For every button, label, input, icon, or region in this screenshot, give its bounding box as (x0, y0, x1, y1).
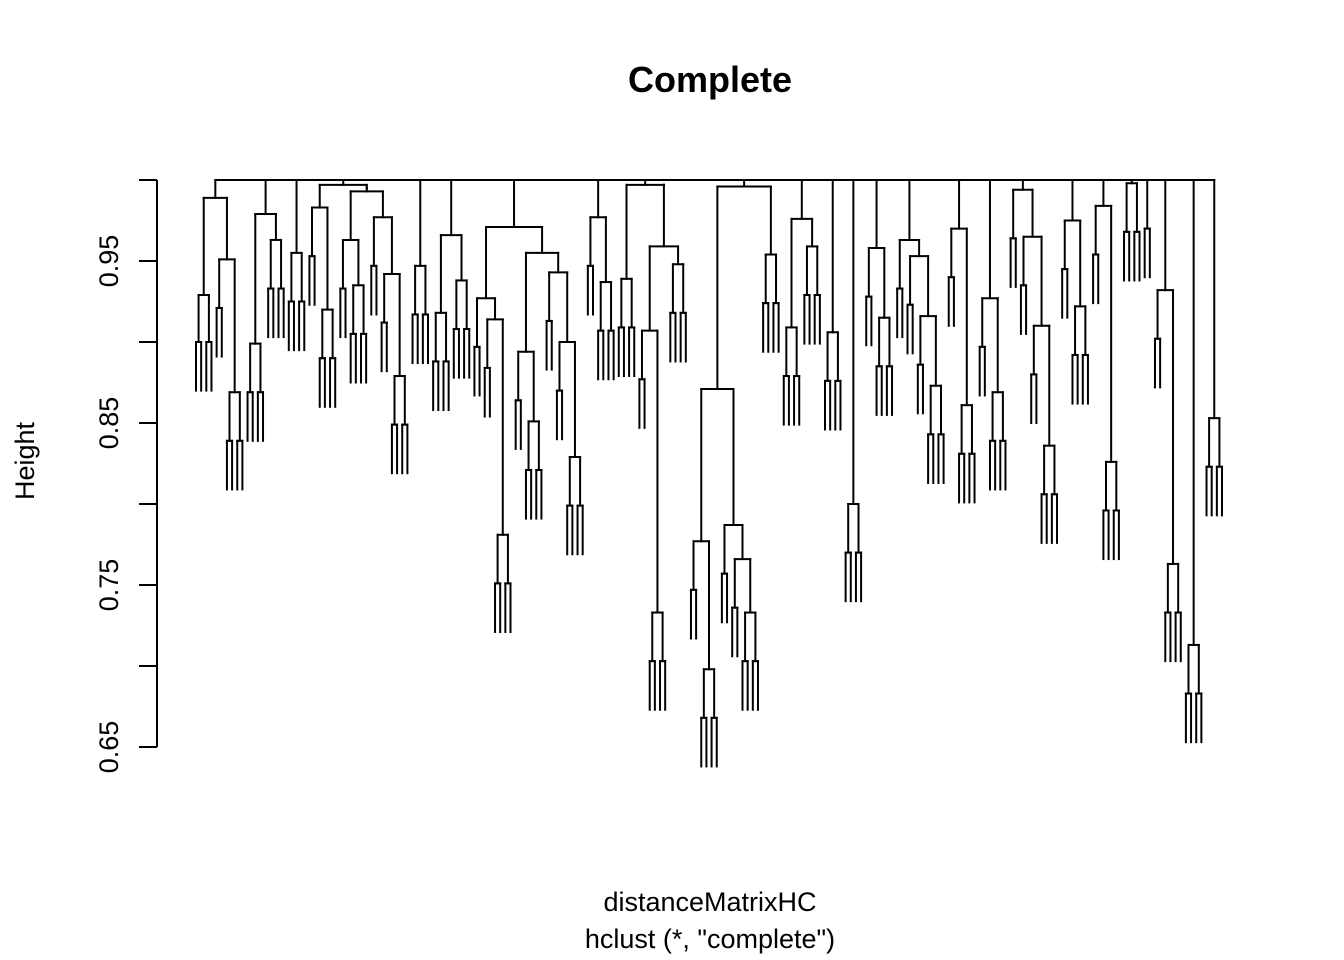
y-tick-label: 0.85 (94, 397, 124, 450)
y-tick-label: 0.75 (94, 559, 124, 612)
dendrogram-tree (195, 179, 1223, 768)
chart-title: Complete (628, 59, 792, 100)
y-tick-label: 0.95 (94, 235, 124, 288)
y-tick-label: 0.65 (94, 721, 124, 774)
y-axis-label: Height (10, 421, 40, 500)
x-axis-label: distanceMatrixHC (603, 887, 816, 917)
method-sublabel: hclust (*, "complete") (585, 924, 835, 954)
y-axis: 0.65 0.75 0.85 0.95 (94, 179, 158, 774)
